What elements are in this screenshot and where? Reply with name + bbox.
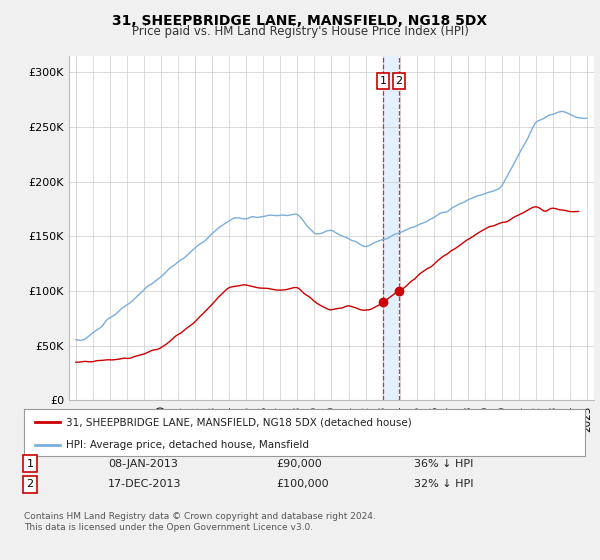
Text: HPI: Average price, detached house, Mansfield: HPI: Average price, detached house, Mans… [66,440,309,450]
Bar [383,56,399,400]
Text: 1: 1 [26,459,34,469]
Text: 08-JAN-2013: 08-JAN-2013 [108,459,178,469]
Text: 36% ↓ HPI: 36% ↓ HPI [414,459,473,469]
Text: 31, SHEEPBRIDGE LANE, MANSFIELD, NG18 5DX: 31, SHEEPBRIDGE LANE, MANSFIELD, NG18 5D… [112,14,488,28]
Text: £100,000: £100,000 [276,479,329,489]
Text: Contains HM Land Registry data © Crown copyright and database right 2024.
This d: Contains HM Land Registry data © Crown c… [24,512,376,532]
Text: 2: 2 [26,479,34,489]
Text: 31, SHEEPBRIDGE LANE, MANSFIELD, NG18 5DX (detached house): 31, SHEEPBRIDGE LANE, MANSFIELD, NG18 5D… [66,417,412,427]
Text: 32% ↓ HPI: 32% ↓ HPI [414,479,473,489]
Text: 1: 1 [380,76,386,86]
Text: £90,000: £90,000 [276,459,322,469]
Text: Price paid vs. HM Land Registry's House Price Index (HPI): Price paid vs. HM Land Registry's House … [131,25,469,38]
Text: 2: 2 [395,76,403,86]
Text: 17-DEC-2013: 17-DEC-2013 [108,479,182,489]
